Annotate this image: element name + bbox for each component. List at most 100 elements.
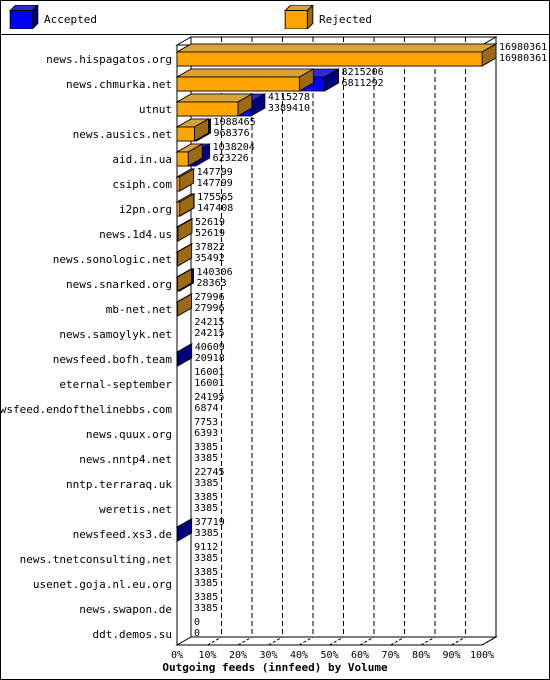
x-tick-label: 10% (198, 650, 216, 661)
accepted-value-label: 1038204 (213, 142, 255, 153)
accepted-value-label: 37719 (195, 517, 225, 528)
rejected-value-label: 3385 (195, 528, 219, 539)
chart-title: Outgoing feeds (innfeed) by Volume (162, 661, 388, 674)
rejected-value-label: 52619 (195, 228, 225, 239)
accepted-value-label: 3385 (194, 567, 218, 578)
rejected-bar (175, 68, 315, 92)
rejected-value-label: 20918 (195, 353, 225, 364)
legend-divider (0, 34, 550, 35)
category-label: newsfeed.xs3.de (73, 528, 172, 541)
category-label: news.ausics.net (73, 128, 172, 141)
rejected-bar-top (175, 43, 498, 53)
rejected-bar-front (176, 301, 178, 317)
rejected-bar (175, 243, 194, 267)
floor-gridline (329, 636, 344, 646)
accepted-value-label: 0 (194, 617, 200, 628)
accepted-bar (175, 343, 194, 367)
category-label: ddt.demos.su (93, 628, 172, 641)
rejected-bar (175, 118, 210, 142)
rejected-bar (175, 143, 204, 167)
floor-gridline (390, 636, 405, 646)
rejected-value-label: 3385 (194, 578, 218, 589)
rejected-value-label: 147408 (197, 203, 233, 214)
category-label: news.swapon.de (79, 603, 172, 616)
rejected-value-label: 3385 (194, 603, 218, 614)
rejected-value-label: 3385 (194, 503, 218, 514)
rejected-bar (175, 218, 194, 242)
accepted-value-label: 3385 (194, 492, 218, 503)
category-label: news.tnetconsulting.net (20, 553, 172, 566)
rejected-value-label: 3385 (194, 453, 218, 464)
accepted-value-label: 24195 (194, 392, 224, 403)
x-tick-label: 30% (259, 650, 277, 661)
x-tick-label: 40% (290, 650, 308, 661)
x-tick-label: 90% (442, 650, 460, 661)
category-label: utnut (139, 103, 172, 116)
rejected-bar-front (176, 201, 181, 217)
accepted-value-label: 147799 (197, 167, 233, 178)
rejected-value-label: 16001 (194, 378, 224, 389)
accepted-value-label: 175565 (197, 192, 233, 203)
accepted-value-label: 27996 (195, 292, 225, 303)
rejected-bar (175, 293, 194, 317)
floor-gridline (207, 636, 222, 646)
rejected-value-label: 28363 (197, 278, 227, 289)
rejected-value-label: 3385 (194, 553, 218, 564)
rejected-value-label: 24215 (194, 328, 224, 339)
rejected-bar (175, 268, 194, 292)
rejected-value-label: 3389410 (268, 103, 310, 114)
category-label: news.quux.org (86, 428, 172, 441)
rejected-bar-front (176, 101, 239, 117)
category-label: news.chmurka.net (66, 78, 172, 91)
legend-rejected-label: Rejected (319, 13, 372, 26)
rejected-bar-front (176, 251, 179, 267)
accepted-value-label: 7753 (194, 417, 218, 428)
x-tick-label: 80% (412, 650, 430, 661)
category-label: news.sonologic.net (53, 253, 172, 266)
accepted-value-label: 9112 (194, 542, 218, 553)
category-label: news.hispagatos.org (46, 53, 172, 66)
floor-gridline (237, 636, 253, 646)
rejected-value-label: 3385 (194, 478, 218, 489)
category-label: i2pn.org (119, 203, 172, 216)
rejected-bar (175, 168, 196, 192)
category-label: mb-net.net (106, 303, 172, 316)
rejected-value-label: 623226 (213, 153, 249, 164)
accepted-value-label: 16001 (194, 367, 224, 378)
category-label: news.samoylyk.net (59, 328, 172, 341)
rejected-value-label: 0 (194, 628, 200, 639)
category-label: newsfeed.endofthelinebbs.com (0, 403, 172, 416)
category-label: nntp.terraraq.uk (66, 478, 172, 491)
rejected-bar-front (176, 226, 179, 242)
rejected-value-label: 6393 (194, 428, 218, 439)
rejected-value-label: 16980361 (499, 53, 547, 64)
accepted-value-label: 37822 (195, 242, 225, 253)
legend-accepted-label: Accepted (44, 13, 97, 26)
accepted-value-label: 22745 (194, 467, 224, 478)
x-tick-label: 0% (171, 650, 183, 661)
rejected-swatch-front (284, 10, 308, 29)
category-label: newsfeed.bofh.team (53, 353, 173, 366)
rejected-bar (175, 43, 498, 67)
rejected-value-label: 27996 (195, 303, 225, 314)
rejected-value-label: 35492 (195, 253, 225, 264)
rejected-bar (175, 193, 196, 217)
category-label: news.nntp4.net (79, 453, 172, 466)
x-tick-label: 100% (470, 650, 494, 661)
accepted-value-label: 24215 (194, 317, 224, 328)
accepted-swatch (9, 5, 39, 29)
x-tick-label: 20% (229, 650, 247, 661)
floor-gridline (451, 636, 466, 646)
accepted-value-label: 140306 (197, 267, 233, 278)
rejected-value-label: 147799 (197, 178, 233, 189)
accepted-value-label: 1088465 (214, 117, 256, 128)
accepted-value-label: 4115278 (268, 92, 310, 103)
rejected-bar-front (176, 151, 189, 167)
x-tick-label: 70% (381, 650, 399, 661)
rejected-bar-front (176, 51, 483, 67)
rejected-value-label: 6811292 (342, 78, 384, 89)
rejected-bar-front (176, 176, 181, 192)
accepted-value-label: 3385 (194, 592, 218, 603)
category-label: csiph.com (112, 178, 172, 191)
